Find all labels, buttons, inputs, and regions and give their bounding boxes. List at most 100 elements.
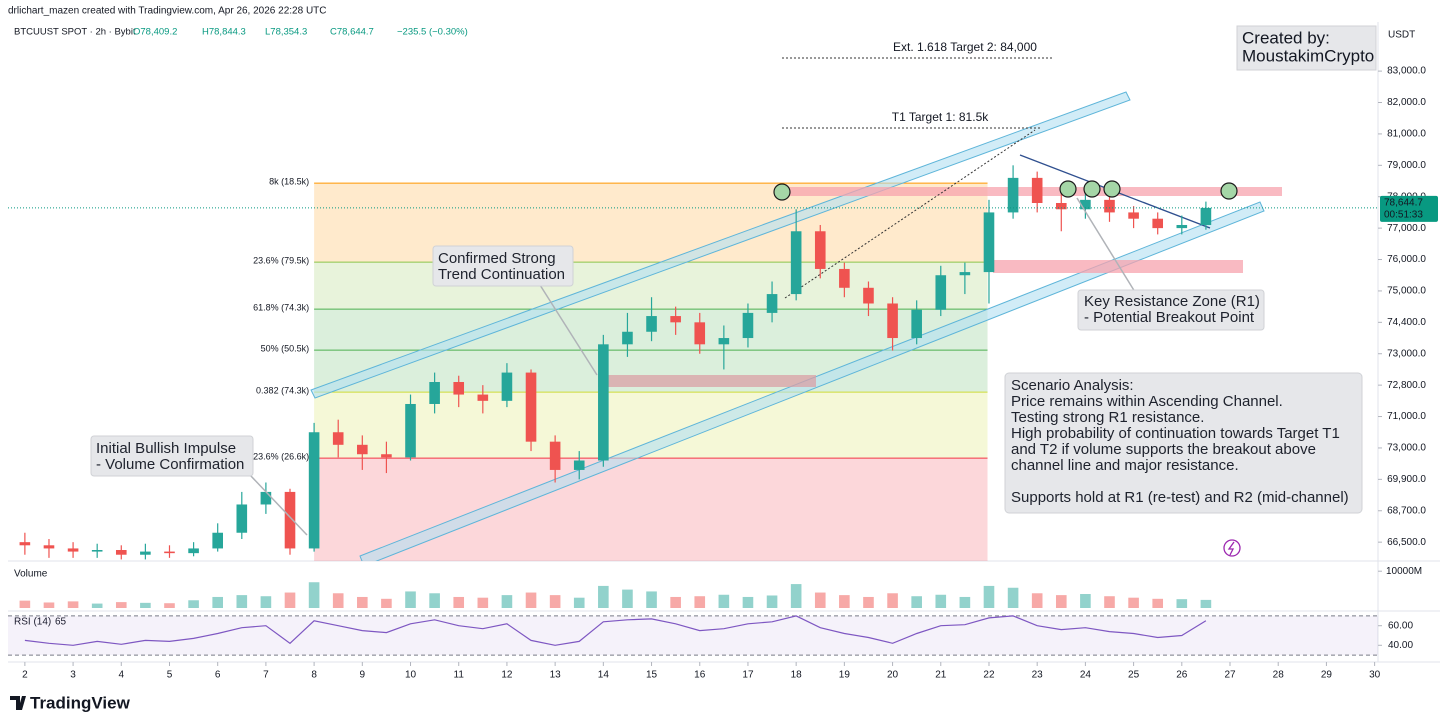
volume-bar: [19, 600, 31, 608]
x-tick-label: 14: [598, 670, 610, 681]
x-tick-label: 16: [694, 670, 706, 681]
volume-bar: [694, 596, 706, 608]
x-tick-label: 28: [1273, 670, 1285, 681]
candle-body: [1176, 224, 1188, 229]
volume-bar: [43, 602, 55, 608]
candle-body: [1055, 203, 1067, 210]
y-tick-label: 66,500.0: [1387, 537, 1426, 548]
rsi-line: [24, 615, 1207, 646]
y-tick-label: 75,000.0: [1387, 286, 1426, 297]
countdown-label: 00:51:33: [1384, 210, 1423, 221]
logo-text: TradingView: [30, 693, 131, 712]
overlays: Ext. 1.618 Target 2: 84,000 T1 Target 1:…: [90, 25, 1377, 557]
volume-pane: [19, 582, 1212, 608]
candle-body: [308, 432, 320, 549]
last-price-tag: [1380, 195, 1438, 222]
touch-marker: [1103, 180, 1121, 198]
candle-body: [1128, 212, 1139, 219]
volume-bar: [670, 596, 681, 608]
rsi-tick-label: 60.00: [1388, 620, 1413, 631]
x-tick-label: 19: [839, 670, 851, 681]
fib-zone: [314, 183, 988, 263]
symbol: BTCUUST SPOT · 2h · Bybit: [14, 27, 136, 38]
fib-label: 0.382 (74.3k): [256, 386, 309, 396]
candle-body: [959, 272, 971, 276]
volume-bar: [598, 585, 609, 608]
volume-bar: [1080, 594, 1091, 608]
touch-marker: [773, 183, 791, 201]
volume-bar: [814, 592, 826, 608]
callout-pointer: [249, 474, 308, 536]
volume-bar: [67, 601, 79, 608]
x-tick-label: 29: [1321, 670, 1333, 681]
callout-text: Initial Bullish Impulse: [96, 440, 236, 457]
volume-bar: [839, 595, 850, 608]
x-tick-label: 22: [983, 670, 995, 681]
y-tick-label: 77,000.0: [1387, 223, 1426, 234]
volume-title: Volume: [14, 569, 48, 580]
candle-body: [935, 275, 947, 310]
y-tick-label: 81,000.0: [1387, 129, 1426, 140]
x-tick-label: 17: [742, 670, 754, 681]
candle-body: [1152, 218, 1164, 229]
volume-bar: [381, 598, 392, 608]
x-tick-label: 9: [360, 670, 366, 681]
x-tick-label: 8: [311, 670, 317, 681]
candle-body: [911, 309, 922, 339]
volume-bar: [236, 595, 248, 608]
x-tick-label: 26: [1176, 670, 1188, 681]
scenario-footer: Supports hold at R1 (re-test) and R2 (mi…: [1011, 489, 1349, 506]
rsi-pane: [8, 615, 1378, 656]
volume-bar: [1055, 595, 1067, 608]
volume-bar: [140, 602, 151, 608]
callout-pointer: [539, 284, 598, 376]
fib-zone: [314, 458, 988, 561]
volume-bar: [188, 600, 199, 608]
x-tick-label: 24: [1080, 670, 1092, 681]
candle-body: [260, 491, 272, 505]
volume-bar: [718, 594, 730, 608]
scenario-title: Scenario Analysis:: [1011, 377, 1134, 394]
candle-body: [525, 372, 537, 442]
credit: drlichart_mazen created with Tradingview…: [8, 6, 327, 17]
candle-body: [646, 316, 657, 332]
ohlc-close: C78,644.7: [330, 27, 374, 38]
candle-body: [742, 312, 754, 339]
touch-marker: [1083, 180, 1101, 198]
callout-box: [1077, 289, 1265, 331]
x-tick-label: 7: [263, 670, 269, 681]
candle-body: [694, 322, 706, 345]
volume-bar: [622, 589, 633, 608]
fib-label: 23.6% (26.6k): [253, 452, 309, 462]
volume-bar: [790, 584, 802, 608]
volume-bar: [1104, 596, 1115, 608]
x-tick-label: 5: [167, 670, 173, 681]
volume-bar: [453, 596, 465, 608]
y-tick-label: 72,800.0: [1387, 380, 1426, 391]
candle-body: [1200, 207, 1212, 225]
volume-bar: [164, 603, 175, 608]
candle-body: [983, 212, 995, 273]
candle-body: [718, 338, 730, 345]
y-tick-label: 74,400.0: [1387, 317, 1426, 328]
volume-bar: [1007, 587, 1019, 608]
alert-icon[interactable]: [1223, 539, 1241, 557]
callout-text: Confirmed Strong: [438, 250, 556, 267]
x-tick-label: 27: [1224, 670, 1236, 681]
candle-body: [284, 491, 296, 549]
callout-text: Trend Continuation: [438, 266, 565, 283]
fib-label: 61.8% (74.3k): [253, 303, 309, 313]
candle-body: [1104, 199, 1115, 213]
volume-tick-label: 10000M: [1386, 566, 1422, 577]
volume-bar: [91, 603, 103, 608]
volume-bar: [357, 596, 368, 608]
volume-bar: [549, 595, 561, 608]
fib-layer: [314, 182, 988, 561]
candles: [8, 165, 1378, 560]
volume-bar: [477, 597, 489, 608]
candle-body: [453, 382, 465, 395]
alert-icon-bolt: [1227, 541, 1235, 556]
volume-bar: [1031, 593, 1043, 608]
rsi-band: [8, 615, 1378, 656]
